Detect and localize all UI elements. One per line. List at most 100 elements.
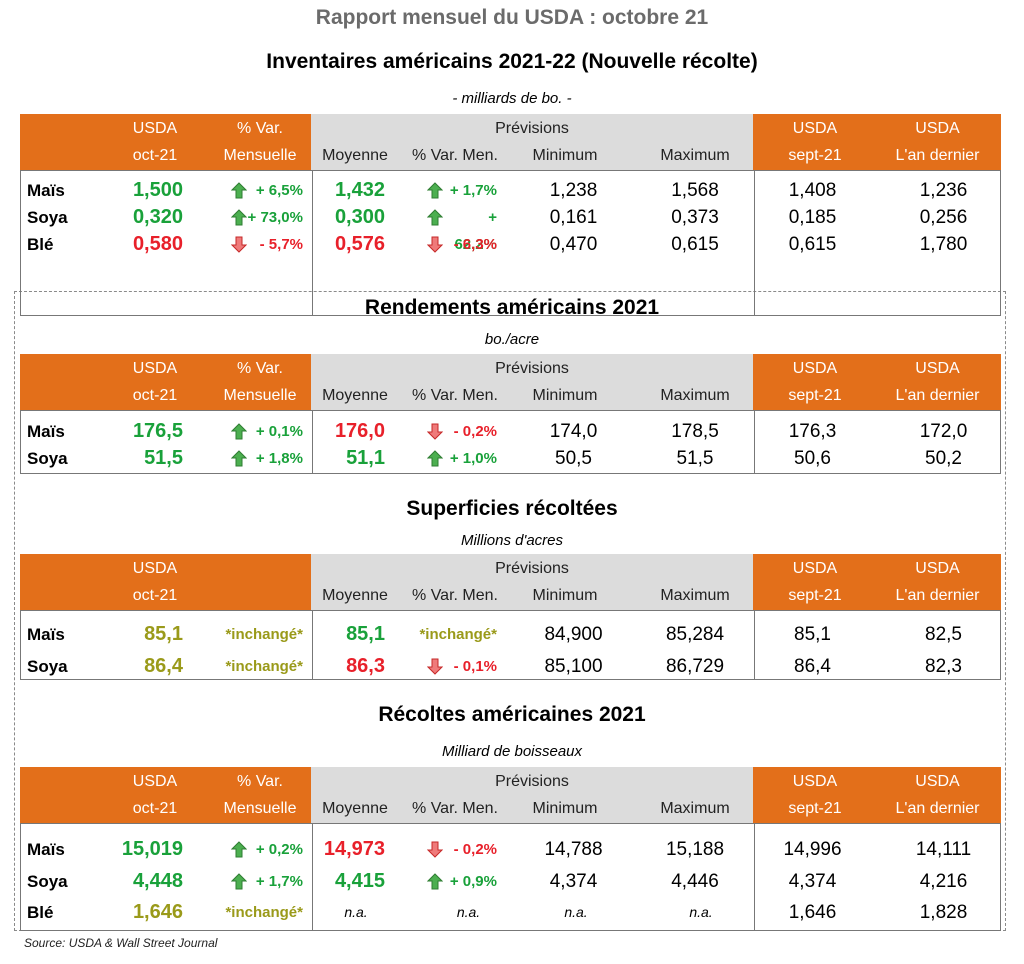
row-label: Maïs <box>27 840 65 859</box>
monthly-variation: *inchangé* <box>225 904 303 921</box>
usda-last-year: 14,111 <box>915 839 972 860</box>
header-usda-sept: USDA <box>792 120 838 137</box>
usda-last-year: 1,828 <box>919 902 968 923</box>
row-label: Blé <box>27 235 54 254</box>
header-minimum: Minimum <box>532 800 598 817</box>
forecast-average: 0,576 <box>334 233 385 255</box>
header-mensuelle: Mensuelle <box>223 387 297 404</box>
forecast-average: 14,973 <box>323 838 385 860</box>
usda-september: 0,185 <box>788 207 837 228</box>
forecast-average: 85,1 <box>346 623 385 645</box>
usda-last-year: 172,0 <box>919 421 968 442</box>
forecast-average: 51,1 <box>346 447 385 469</box>
header-usda: USDA <box>132 560 178 577</box>
forecast-minimum: 85,100 <box>544 656 603 677</box>
usda-last-year: 1,780 <box>919 234 968 255</box>
usda-value: 15,019 <box>121 838 183 860</box>
usda-value: 1,500 <box>132 179 183 201</box>
table-row: Soya 51,5 + 1,8% 51,1 + 1,0% 50,5 51,5 50,6 50,2 <box>21 445 1002 472</box>
forecast-maximum: 85,284 <box>665 624 725 645</box>
table-body: Maïs 1,500 + 6,5% 1,432 + 1,7% 1,238 1,568 1,40… <box>20 170 1001 316</box>
table-row: Maïs 176,5 + 0,1% 176,0 - 0,2% 174,0 178,5 176,… <box>21 418 1002 445</box>
forecast-minimum: 0,470 <box>549 234 598 255</box>
arrow-up-icon <box>231 209 247 226</box>
forecast-variation: n.a. <box>456 904 481 920</box>
forecast-minimum: 50,5 <box>555 448 592 469</box>
table-row: Soya 4,448 + 1,7% 4,415 + 0,9% 4,374 4,446 4,37… <box>21 868 1002 895</box>
usda-september: 85,1 <box>794 624 831 645</box>
header-moyenne: Moyenne <box>322 587 388 604</box>
forecast-maximum: 86,729 <box>665 656 725 677</box>
usda-value: 86,4 <box>144 655 183 677</box>
forecast-maximum: 4,446 <box>671 871 719 892</box>
header-moyenne: Moyenne <box>322 387 388 404</box>
forecast-average: 4,415 <box>334 870 385 892</box>
section-title: Superficies récoltées <box>406 497 618 520</box>
source-note: Source: USDA & Wall Street Journal <box>24 936 218 950</box>
table-header: USDA oct-21 % Var. Mensuelle Prévisions Moyen… <box>20 354 1001 410</box>
header-pvar: % Var. <box>237 120 283 137</box>
forecast-maximum: 51,5 <box>676 448 714 469</box>
monthly-variation: + 1,8% <box>255 450 303 467</box>
header-maximum: Maximum <box>660 587 730 604</box>
arrow-down-icon <box>427 658 443 675</box>
header-varmen: % Var. Men. <box>412 147 498 164</box>
usda-value: 176,5 <box>132 420 183 442</box>
usda-value: 51,5 <box>144 447 183 469</box>
monthly-variation: - 5,7% <box>259 236 303 253</box>
header-oct: oct-21 <box>132 147 178 164</box>
usda-last-year: 4,216 <box>919 871 968 892</box>
monthly-variation: *inchangé* <box>225 658 303 675</box>
section-title: Récoltes américaines 2021 <box>378 703 646 726</box>
data-table: USDA oct-21 % Var. Mensuelle Prévisions Moyen… <box>20 354 1001 474</box>
forecast-variation: + 0,9% <box>449 873 497 890</box>
header-usda-sept: USDA <box>792 360 838 377</box>
header-minimum: Minimum <box>532 387 598 404</box>
forecast-header <box>311 114 753 170</box>
arrow-up-icon <box>427 209 443 226</box>
table-row: Blé 0,580 - 5,7% 0,576 - 6,3% 0,470 0,615 0,615… <box>21 231 1002 258</box>
table-header: USDA oct-21 % Var. Mensuelle Prévisions Moyen… <box>20 114 1001 170</box>
monthly-variation: + 73,0% <box>247 209 303 226</box>
section-title: Rendements américains 2021 <box>364 296 660 319</box>
usda-last-year: 50,2 <box>925 448 962 469</box>
table-row: Maïs 85,1 *inchangé* 85,1 *inchangé* 84,900 85… <box>21 621 1002 648</box>
monthly-variation: + 6,5% <box>255 182 303 199</box>
table-body: Maïs 15,019 + 0,2% 14,973 - 0,2% 14,788 15,188… <box>20 823 1001 931</box>
table-header: USDA oct-21 Prévisions Moyenne % Var. Men. Mi… <box>20 554 1001 610</box>
column-divider <box>312 824 313 930</box>
row-label: Maïs <box>27 625 65 644</box>
row-label: Maïs <box>27 181 65 200</box>
forecast-maximum: 0,615 <box>671 234 719 255</box>
forecast-maximum: 178,5 <box>671 421 719 442</box>
table-body: Maïs 176,5 + 0,1% 176,0 - 0,2% 174,0 178,5 176,… <box>20 410 1001 474</box>
monthly-variation: *inchangé* <box>225 626 303 643</box>
header-maximum: Maximum <box>660 147 730 164</box>
forecast-minimum: 174,0 <box>549 421 598 442</box>
section-unit: Milliard de boisseaux <box>441 743 583 760</box>
header-usda: USDA <box>132 773 178 790</box>
usda-last-year: 0,256 <box>919 207 968 228</box>
usda-value: 4,448 <box>132 870 183 892</box>
arrow-up-icon <box>231 450 247 467</box>
column-divider <box>754 171 755 315</box>
row-label: Blé <box>27 903 54 922</box>
usda-september: 0,615 <box>788 234 837 255</box>
forecast-average: 86,3 <box>346 655 385 677</box>
header-oct: oct-21 <box>132 387 178 404</box>
forecast-maximum: n.a. <box>689 904 713 920</box>
monthly-variation: + 1,7% <box>255 873 303 890</box>
arrow-down-icon <box>427 841 443 858</box>
row-label: Soya <box>27 208 68 227</box>
arrow-up-icon <box>427 182 443 199</box>
header-minimum: Minimum <box>532 147 598 164</box>
header-usda: USDA <box>132 120 178 137</box>
header-usda-last: USDA <box>915 560 960 577</box>
usda-september: 86,4 <box>794 656 831 677</box>
usda-september: 50,6 <box>794 448 831 469</box>
header-mensuelle: Mensuelle <box>223 147 297 164</box>
header-maximum: Maximum <box>660 800 730 817</box>
usda-september: 1,646 <box>788 902 837 923</box>
section-unit: Millions d'acres <box>460 532 564 549</box>
column-divider <box>312 611 313 679</box>
